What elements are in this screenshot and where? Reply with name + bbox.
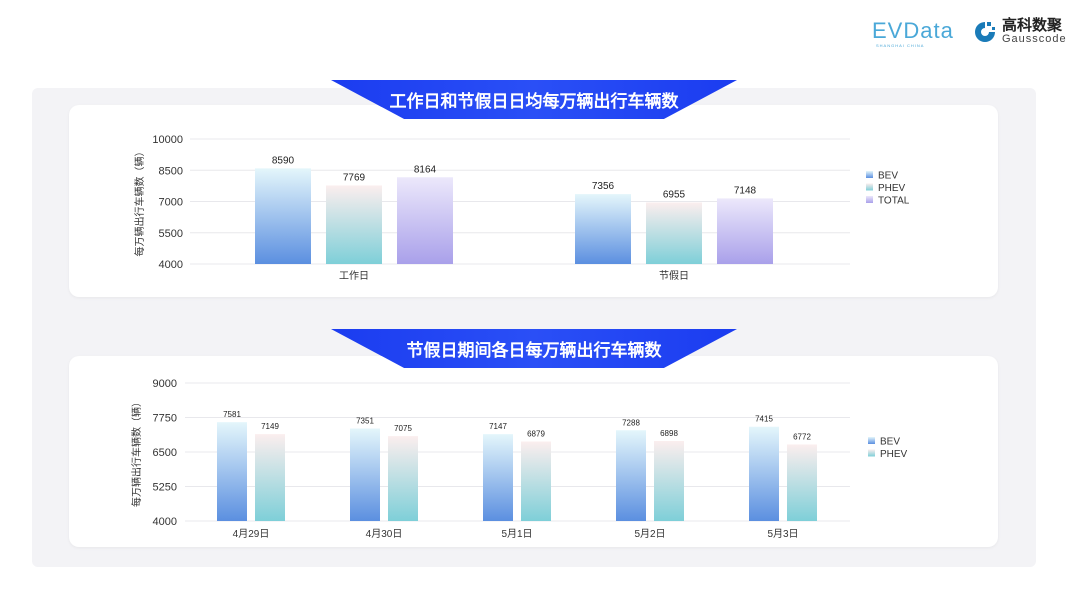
data-label: 7769 xyxy=(343,172,366,183)
data-label: 7288 xyxy=(622,418,640,427)
y-tick-label: 6500 xyxy=(153,447,177,459)
data-label: 7147 xyxy=(489,422,507,431)
y-tick-label: 5250 xyxy=(153,482,177,494)
evdata-logo-text: EVData xyxy=(872,18,954,43)
x-tick-label: 5月2日 xyxy=(634,528,665,540)
legend-swatch xyxy=(868,437,875,444)
y-tick-label: 4000 xyxy=(159,259,183,271)
data-label: 7415 xyxy=(755,415,773,424)
legend-label: PHEV xyxy=(880,449,908,460)
bar-phev xyxy=(787,444,817,521)
bar-phev xyxy=(255,434,285,521)
bar-bev xyxy=(217,422,247,521)
x-tick-label: 节假日 xyxy=(659,269,689,282)
y-tick-label: 7750 xyxy=(153,413,177,425)
y-axis-label: 每万辆出行车辆数（辆） xyxy=(130,397,143,507)
bar-phev xyxy=(326,185,382,264)
legend-label: TOTAL xyxy=(878,196,910,207)
chart-title-1: 工作日和节假日日均每万辆出行车辆数 xyxy=(331,80,737,119)
x-tick-label: 4月29日 xyxy=(233,528,270,540)
data-label: 7356 xyxy=(592,181,615,192)
y-axis-label: 每万辆出行车辆数（辆） xyxy=(133,147,146,257)
legend-label: PHEV xyxy=(878,183,906,194)
x-tick-label: 4月30日 xyxy=(366,528,403,540)
y-tick-label: 4000 xyxy=(153,516,177,528)
data-label: 7149 xyxy=(261,422,279,431)
evdata-logo-sub: SHANGHAI CHINA xyxy=(876,43,925,48)
data-label: 6898 xyxy=(660,429,678,438)
data-label: 8590 xyxy=(272,155,295,166)
gausscode-logo-en: Gausscode xyxy=(1002,33,1067,45)
legend-swatch xyxy=(866,196,873,203)
y-tick-label: 9000 xyxy=(153,378,177,390)
gausscode-logo-icon xyxy=(975,21,995,42)
y-tick-label: 7000 xyxy=(159,197,183,209)
data-label: 8164 xyxy=(414,164,437,175)
bar-total xyxy=(717,198,773,264)
data-label: 7581 xyxy=(223,410,241,419)
bar-bev xyxy=(575,194,631,264)
bar-phev xyxy=(646,202,702,264)
data-label: 6955 xyxy=(663,189,686,200)
legend-swatch xyxy=(866,183,873,191)
data-label: 7351 xyxy=(356,417,374,426)
y-tick-label: 5500 xyxy=(159,228,183,240)
y-tick-label: 8500 xyxy=(159,165,183,177)
legend-swatch xyxy=(866,171,873,178)
x-tick-label: 工作日 xyxy=(339,270,369,282)
data-label: 7075 xyxy=(394,424,412,433)
evdata-logo: EVData xyxy=(872,18,954,44)
bar-phev xyxy=(388,436,418,521)
x-tick-label: 5月3日 xyxy=(767,528,798,540)
bar-phev xyxy=(521,441,551,521)
legend-label: BEV xyxy=(880,437,900,448)
legend-label: BEV xyxy=(878,171,898,182)
gausscode-logo-cn: 高科数聚 xyxy=(1002,16,1063,34)
bar-phev xyxy=(654,441,684,521)
data-label: 6772 xyxy=(793,432,811,441)
bar-bev xyxy=(350,428,380,521)
bar-bev xyxy=(255,168,311,264)
x-tick-label: 5月1日 xyxy=(501,528,532,540)
data-label: 7148 xyxy=(734,185,757,196)
bar-total xyxy=(397,177,453,264)
bar-bev xyxy=(749,426,779,521)
chart-title-2: 节假日期间各日每万辆出行车辆数 xyxy=(331,329,737,368)
data-label: 6879 xyxy=(527,430,545,439)
bar-bev xyxy=(616,430,646,521)
y-tick-label: 10000 xyxy=(152,134,183,146)
gausscode-logo: 高科数聚 Gausscode xyxy=(972,18,1067,45)
bar-bev xyxy=(483,434,513,521)
legend-swatch xyxy=(868,449,875,457)
